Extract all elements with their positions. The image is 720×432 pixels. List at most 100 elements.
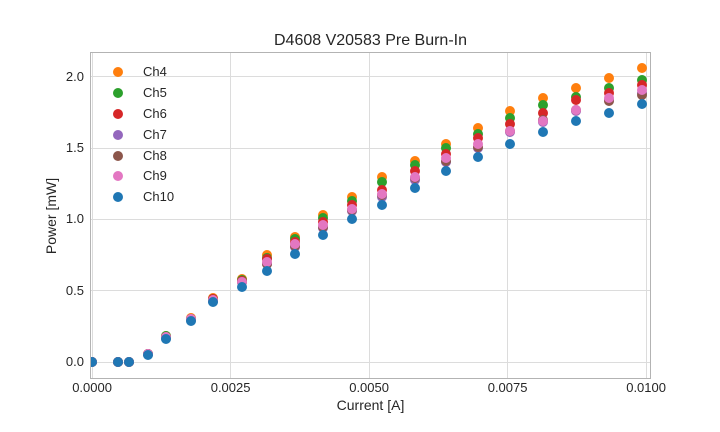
data-point-ch5: [504, 113, 515, 124]
data-point-ch5: [537, 100, 548, 111]
legend-marker-ch4: [113, 67, 123, 78]
data-point-ch10: [504, 138, 515, 149]
x-tick-label: 0.0000: [72, 380, 112, 395]
x-tick-label: 0.0100: [626, 380, 666, 395]
data-point-ch10: [161, 333, 172, 344]
data-point-ch10: [112, 357, 123, 368]
data-point-ch9: [604, 93, 614, 104]
data-point-ch10: [636, 98, 647, 109]
data-point-ch4: [504, 106, 515, 117]
data-point-ch4: [636, 63, 647, 74]
data-point-ch10: [318, 230, 329, 241]
legend-label-ch10: Ch10: [143, 189, 175, 205]
data-point-ch10: [91, 357, 98, 368]
data-point-ch4: [377, 171, 388, 182]
data-point-ch9: [409, 171, 420, 182]
data-point-ch5: [377, 177, 388, 188]
data-point-ch10: [347, 214, 358, 225]
y-tick-label: 2.0: [65, 68, 84, 84]
legend-item-ch9: Ch9: [113, 166, 174, 187]
data-point-ch6: [504, 118, 515, 129]
x-gridline: [230, 53, 232, 378]
legend-marker-ch10: [113, 192, 123, 203]
legend: Ch4 Ch5 Ch6 Ch7 Ch8 Ch9 Ch10: [113, 62, 174, 208]
data-point-ch9: [441, 153, 452, 164]
y-tick-label: 0.5: [65, 282, 84, 298]
data-point-ch4: [537, 93, 548, 104]
plot-area: Ch4 Ch5 Ch6 Ch7 Ch8 Ch9 Ch10: [90, 52, 651, 379]
legend-item-ch8: Ch8: [113, 145, 174, 166]
data-point-ch6: [472, 133, 483, 144]
x-tick-label: 0.0050: [349, 380, 389, 395]
legend-label-ch4: Ch4: [143, 64, 167, 80]
data-point-ch10: [377, 200, 388, 211]
data-point-ch10: [409, 183, 420, 194]
y-gridline: [91, 76, 650, 78]
data-point-ch10: [236, 281, 247, 292]
data-point-ch6: [537, 107, 548, 118]
legend-label-ch5: Ch5: [143, 85, 167, 101]
data-point-ch9: [472, 138, 483, 149]
data-point-ch10: [441, 165, 452, 176]
x-gridline: [645, 53, 647, 378]
data-point-ch10: [142, 349, 153, 360]
data-point-ch9: [504, 126, 515, 137]
data-point-ch9: [289, 239, 300, 250]
y-gridline: [91, 218, 650, 220]
data-point-ch10: [604, 107, 614, 118]
legend-item-ch7: Ch7: [113, 124, 174, 145]
data-point-ch10: [207, 297, 218, 308]
data-point-ch9: [636, 84, 647, 95]
y-tick-label: 1.5: [65, 140, 84, 156]
legend-marker-ch7: [113, 129, 123, 140]
legend-item-ch6: Ch6: [113, 104, 174, 125]
x-tick-label: 0.0025: [210, 380, 251, 395]
data-point-ch9: [537, 116, 548, 127]
data-point-ch10: [472, 151, 483, 162]
legend-item-ch5: Ch5: [113, 83, 174, 104]
data-point-ch6: [571, 94, 582, 105]
legend-label-ch8: Ch8: [143, 147, 167, 163]
data-point-ch9: [571, 104, 582, 115]
legend-marker-ch6: [113, 108, 123, 119]
chart-title: D4608 V20583 Pre Burn-In: [273, 32, 467, 49]
legend-label-ch9: Ch9: [143, 168, 167, 184]
legend-marker-ch5: [113, 88, 123, 99]
data-point-ch9: [261, 257, 272, 268]
data-point-ch5: [636, 74, 647, 85]
y-gridline: [91, 361, 650, 363]
data-point-ch5: [441, 143, 452, 154]
legend-marker-ch9: [113, 171, 123, 182]
data-point-ch4: [571, 83, 582, 94]
y-gridline: [91, 290, 650, 292]
legend-label-ch6: Ch6: [143, 105, 167, 121]
data-point-ch8: [636, 90, 647, 101]
data-point-ch10: [261, 265, 272, 276]
data-point-ch6: [604, 87, 614, 98]
legend-marker-ch8: [113, 150, 123, 161]
data-point-ch6: [409, 165, 420, 176]
data-point-ch4: [472, 123, 483, 134]
y-tick-label: 1.0: [65, 211, 84, 227]
x-gridline: [368, 53, 370, 378]
data-point-ch10: [537, 127, 548, 138]
x-gridline: [91, 53, 93, 378]
y-axis-label: Power [mW]: [43, 177, 59, 255]
x-tick-label: 0.0075: [487, 380, 528, 395]
data-point-ch10: [571, 116, 582, 127]
data-point-ch4: [604, 73, 614, 84]
legend-item-ch4: Ch4: [113, 62, 174, 83]
y-tick-label: 0.0: [65, 354, 84, 370]
data-point-ch9: [377, 188, 388, 199]
x-gridline: [507, 53, 509, 378]
data-point-ch9: [347, 204, 358, 215]
x-axis-label: Current [A]: [336, 397, 405, 413]
y-gridline: [91, 147, 650, 149]
data-point-ch10: [123, 357, 134, 368]
data-point-ch9: [318, 220, 329, 231]
data-point-ch5: [409, 160, 420, 171]
legend-item-ch10: Ch10: [113, 187, 174, 208]
data-point-ch10: [289, 248, 300, 259]
legend-label-ch7: Ch7: [143, 126, 167, 142]
